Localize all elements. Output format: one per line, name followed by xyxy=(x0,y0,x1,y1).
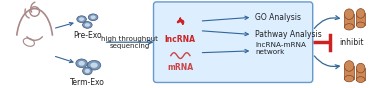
Ellipse shape xyxy=(356,9,365,18)
Ellipse shape xyxy=(85,69,90,73)
Ellipse shape xyxy=(356,77,365,82)
Text: GO Analysis: GO Analysis xyxy=(255,13,301,22)
Ellipse shape xyxy=(356,63,365,73)
Polygon shape xyxy=(344,66,354,79)
Text: lncRNA-mRNA
network: lncRNA-mRNA network xyxy=(255,42,306,55)
Ellipse shape xyxy=(79,17,84,21)
Ellipse shape xyxy=(90,63,98,68)
FancyBboxPatch shape xyxy=(153,2,313,82)
Ellipse shape xyxy=(344,61,354,71)
Ellipse shape xyxy=(76,59,87,68)
Ellipse shape xyxy=(87,60,101,70)
Ellipse shape xyxy=(344,24,354,30)
Text: Term-Exo: Term-Exo xyxy=(70,78,105,87)
Text: mRNA: mRNA xyxy=(167,63,194,72)
Ellipse shape xyxy=(82,67,92,75)
Text: high throughput
sequencing: high throughput sequencing xyxy=(101,36,158,49)
Ellipse shape xyxy=(344,76,354,82)
Polygon shape xyxy=(344,14,354,27)
Text: inhibit: inhibit xyxy=(339,38,363,47)
Ellipse shape xyxy=(82,22,92,28)
Text: lncRNA: lncRNA xyxy=(165,34,196,44)
Ellipse shape xyxy=(356,22,365,28)
Ellipse shape xyxy=(88,14,98,21)
Text: Pre-Exo: Pre-Exo xyxy=(73,31,102,40)
Polygon shape xyxy=(356,13,365,25)
Ellipse shape xyxy=(344,9,354,19)
Polygon shape xyxy=(356,68,365,80)
Text: Pathway Analysis: Pathway Analysis xyxy=(255,30,322,39)
Ellipse shape xyxy=(78,61,85,66)
Ellipse shape xyxy=(77,16,87,23)
Ellipse shape xyxy=(90,15,96,19)
Ellipse shape xyxy=(85,23,90,27)
